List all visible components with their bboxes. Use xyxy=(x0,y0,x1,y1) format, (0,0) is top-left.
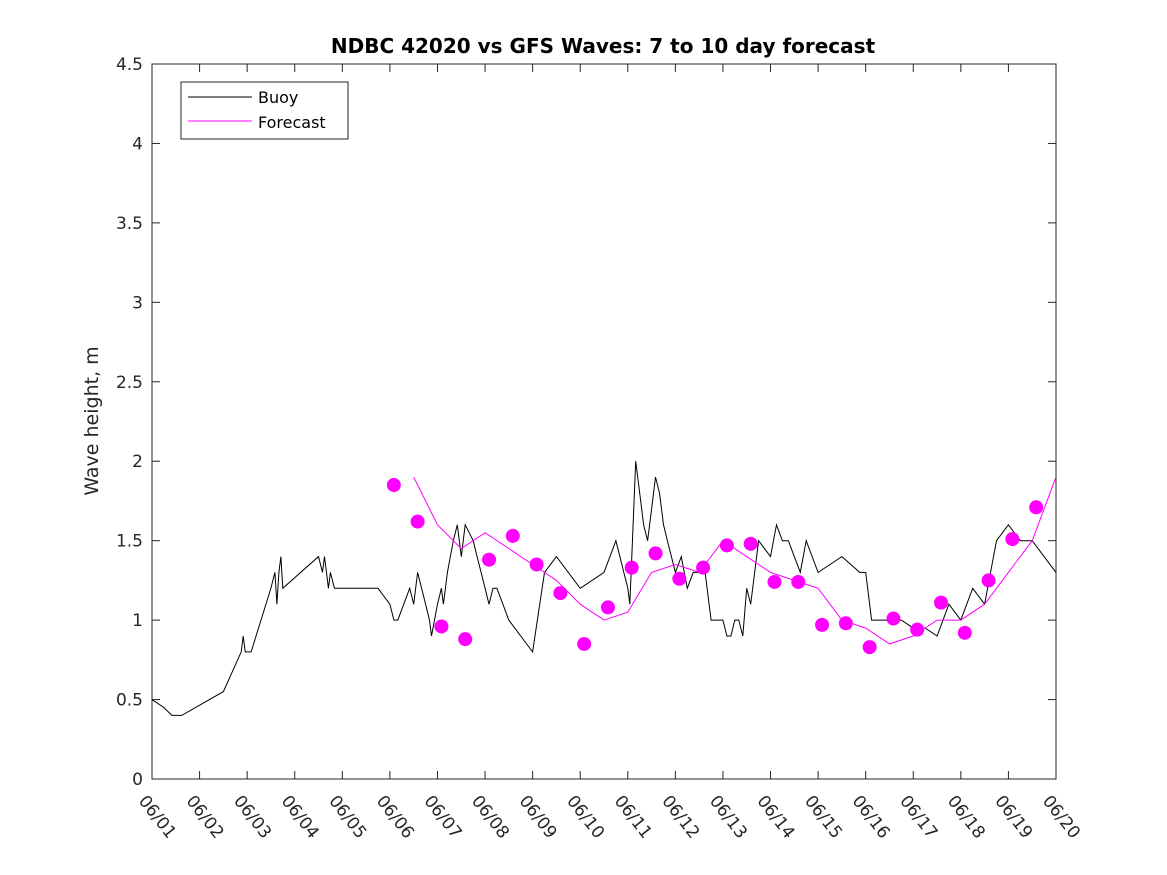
forecast-point xyxy=(553,586,568,601)
forecast-point xyxy=(505,528,520,543)
x-tick-label: 06/02 xyxy=(182,792,228,843)
y-tick-label: 4 xyxy=(132,134,143,154)
legend-buoy-label: Buoy xyxy=(258,88,298,107)
y-tick-label: 0 xyxy=(132,770,143,790)
legend-box xyxy=(180,81,349,140)
x-tick-label: 06/16 xyxy=(848,792,894,843)
buoy-series-line xyxy=(151,461,1057,716)
forecast-point xyxy=(600,600,615,615)
y-tick-label: 2.5 xyxy=(116,373,143,393)
x-tick-label: 06/10 xyxy=(562,792,608,843)
y-tick-label: 4.5 xyxy=(116,55,143,75)
x-tick-label: 06/20 xyxy=(1038,792,1084,843)
x-tick-label: 06/03 xyxy=(229,792,275,843)
x-tick-label: 06/08 xyxy=(467,792,513,843)
forecast-point xyxy=(910,622,925,637)
legend-forecast-label: Forecast xyxy=(258,113,326,132)
x-tick-label: 06/18 xyxy=(943,792,989,843)
forecast-point xyxy=(696,560,711,575)
y-tick-label: 0.5 xyxy=(116,691,143,711)
y-tick-label: 2 xyxy=(132,452,143,472)
forecast-point xyxy=(719,538,734,553)
x-tick-label: 06/15 xyxy=(800,792,846,843)
forecast-point xyxy=(648,546,663,561)
forecast-point xyxy=(410,514,425,529)
forecast-point xyxy=(458,632,473,647)
forecast-point xyxy=(886,611,901,626)
forecast-point xyxy=(386,478,401,493)
forecast-point xyxy=(934,595,949,610)
forecast-point xyxy=(791,574,806,589)
forecast-series-line xyxy=(413,476,1057,645)
x-tick-label: 06/17 xyxy=(895,792,941,843)
forecast-point xyxy=(957,625,972,640)
forecast-point xyxy=(1005,532,1020,547)
x-tick-label: 06/06 xyxy=(372,792,418,843)
y-tick-label: 1 xyxy=(132,611,143,631)
forecast-point xyxy=(815,617,830,632)
x-tick-label: 06/11 xyxy=(610,792,656,843)
x-tick-label: 06/12 xyxy=(657,792,703,843)
forecast-point xyxy=(577,636,592,651)
forecast-point xyxy=(743,536,758,551)
plot-area: 0 0.5 1 1.5 2 2.5 3 3.5 4 4.5 06/01 06/02 06/03 06/04… xyxy=(116,55,1084,843)
forecast-point xyxy=(672,571,687,586)
x-tick-label: 06/19 xyxy=(990,792,1036,843)
y-axis-label: Wave height, m xyxy=(81,346,103,495)
x-tick-label: 06/13 xyxy=(705,792,751,843)
x-tick-label: 06/09 xyxy=(515,792,561,843)
forecast-point xyxy=(767,574,782,589)
x-tick-label: 06/14 xyxy=(753,792,799,843)
x-tick-label: 06/05 xyxy=(324,792,370,843)
y-tick-label: 3 xyxy=(132,293,143,313)
forecast-point xyxy=(434,619,449,634)
y-tick-label: 1.5 xyxy=(116,532,143,552)
x-tick-label: 06/07 xyxy=(420,792,466,843)
forecast-point xyxy=(529,557,544,572)
forecast-point xyxy=(1029,500,1044,515)
forecast-point xyxy=(624,560,639,575)
forecast-point xyxy=(838,616,853,631)
x-tick-label: 06/01 xyxy=(134,792,180,843)
legend: Buoy Forecast xyxy=(180,81,349,140)
y-tick-label: 3.5 xyxy=(116,214,143,234)
forecast-point xyxy=(862,640,877,655)
chart-title: NDBC 42020 vs GFS Waves: 7 to 10 day for… xyxy=(331,34,876,58)
forecast-point xyxy=(482,552,497,567)
forecast-point xyxy=(981,573,996,588)
x-tick-label: 06/04 xyxy=(277,792,323,843)
axes-box xyxy=(151,63,1057,780)
